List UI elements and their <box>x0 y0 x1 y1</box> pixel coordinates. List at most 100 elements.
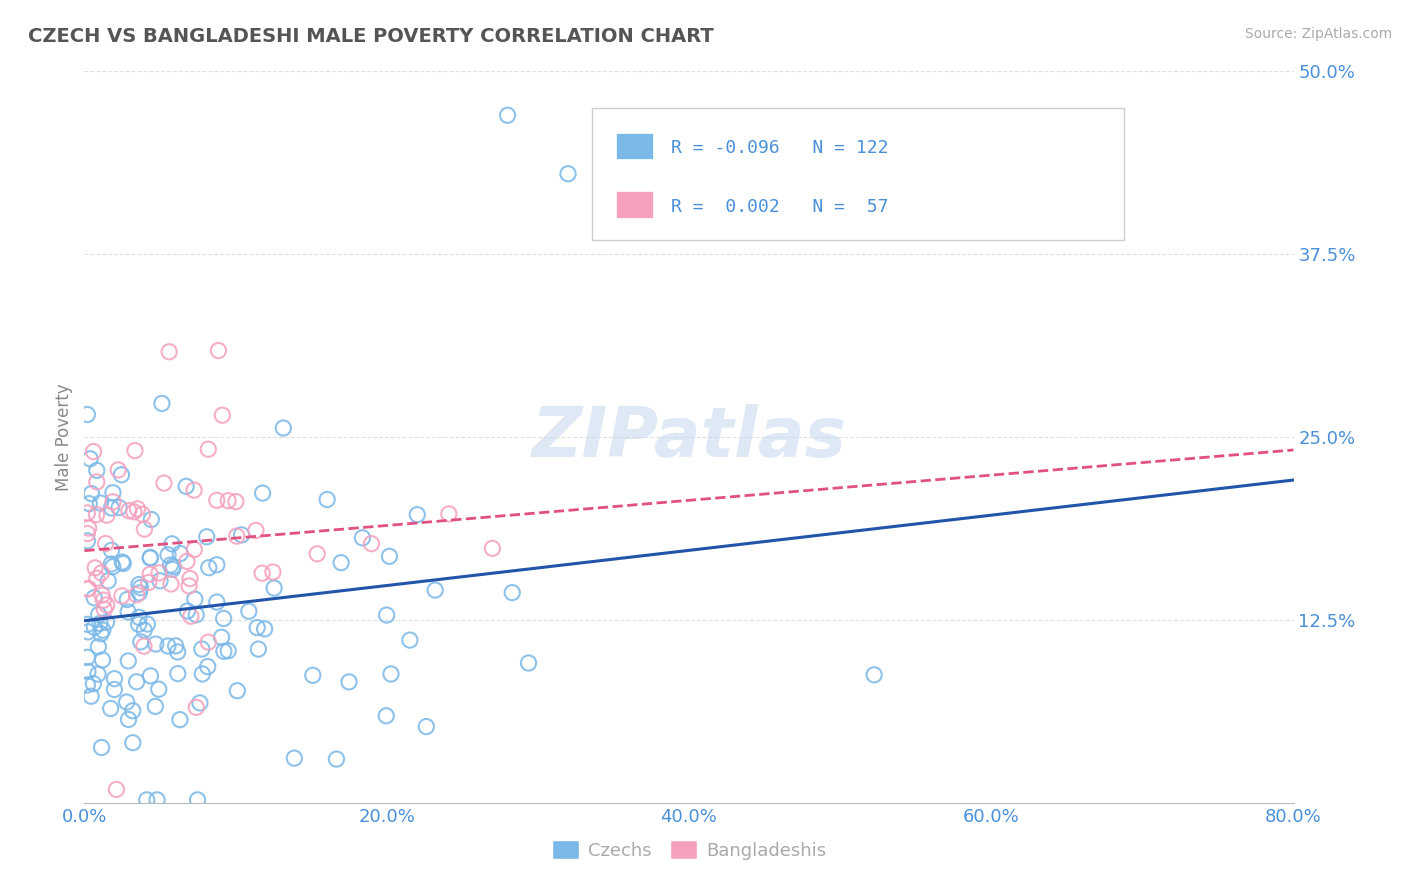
Point <box>76 617 98 632</box>
Point <box>77 624 100 639</box>
Point <box>77 665 100 679</box>
Point <box>141 512 163 526</box>
Point <box>301 668 323 682</box>
Point <box>183 483 205 497</box>
Point <box>501 585 523 599</box>
Point <box>197 635 219 649</box>
Point <box>557 167 579 181</box>
Point <box>115 695 138 709</box>
Point <box>125 674 148 689</box>
Point <box>87 640 110 654</box>
Point <box>146 793 169 807</box>
Y-axis label: Male Poverty: Male Poverty <box>55 384 73 491</box>
Point <box>134 522 156 536</box>
Point <box>136 617 159 632</box>
Point <box>105 782 128 797</box>
Point <box>160 537 183 551</box>
Point <box>132 639 155 653</box>
Point <box>180 609 202 624</box>
Point <box>87 607 110 622</box>
Point <box>191 667 214 681</box>
Point <box>89 496 111 510</box>
Point <box>183 542 205 557</box>
Point <box>186 700 208 714</box>
Point <box>217 493 239 508</box>
Point <box>481 541 503 556</box>
Point <box>378 549 401 564</box>
Point <box>90 566 112 580</box>
Point <box>139 669 162 683</box>
Point <box>225 529 247 543</box>
Point <box>517 656 540 670</box>
Point <box>198 560 221 574</box>
Point <box>86 463 108 477</box>
Point <box>90 740 112 755</box>
Point <box>176 554 198 568</box>
Point <box>157 344 180 359</box>
Point <box>197 442 219 457</box>
Point <box>174 479 197 493</box>
Text: ZIPatlas: ZIPatlas <box>531 403 846 471</box>
Point <box>101 495 124 509</box>
Point <box>110 467 132 482</box>
Point <box>76 408 98 422</box>
Point <box>186 607 208 622</box>
Point <box>129 581 152 595</box>
Point <box>176 604 198 618</box>
Point <box>96 598 118 612</box>
Point <box>111 555 134 569</box>
Point <box>217 644 239 658</box>
Point <box>117 592 139 607</box>
Point <box>205 595 228 609</box>
Point <box>238 604 260 618</box>
Point <box>273 421 295 435</box>
Point <box>124 443 146 458</box>
Point <box>307 547 329 561</box>
Point <box>117 713 139 727</box>
Point <box>399 633 422 648</box>
Point <box>166 645 188 659</box>
Point <box>77 582 100 596</box>
Point <box>262 565 284 579</box>
Point <box>91 588 114 602</box>
Point <box>212 611 235 625</box>
Point <box>160 577 183 591</box>
Point <box>150 396 173 410</box>
Point <box>252 486 274 500</box>
Point <box>380 667 402 681</box>
Point <box>179 572 201 586</box>
Point <box>76 650 98 665</box>
Point <box>83 620 105 634</box>
Point <box>77 521 100 535</box>
Point <box>80 690 103 704</box>
Point <box>247 642 270 657</box>
Point <box>83 591 105 605</box>
Point <box>107 463 129 477</box>
Legend: Czechs, Bangladeshis: Czechs, Bangladeshis <box>544 833 834 867</box>
Point <box>863 667 886 681</box>
Point <box>135 793 157 807</box>
Point <box>145 637 167 651</box>
Point <box>225 494 247 508</box>
FancyBboxPatch shape <box>592 108 1125 240</box>
Point <box>162 559 184 574</box>
Bar <box>616 191 652 218</box>
Point <box>263 581 285 595</box>
Point <box>166 666 188 681</box>
Point <box>165 639 187 653</box>
Point <box>125 588 148 602</box>
Point <box>375 608 398 623</box>
Point <box>148 566 170 580</box>
Text: R =  0.002   N =  57: R = 0.002 N = 57 <box>671 198 889 216</box>
Point <box>253 622 276 636</box>
Point <box>86 571 108 585</box>
Point <box>127 501 149 516</box>
Point <box>159 558 181 572</box>
Point <box>93 602 115 616</box>
Point <box>76 533 98 548</box>
Point <box>195 530 218 544</box>
Point <box>169 713 191 727</box>
Point <box>91 623 114 637</box>
Point <box>162 562 184 576</box>
Point <box>184 592 207 607</box>
